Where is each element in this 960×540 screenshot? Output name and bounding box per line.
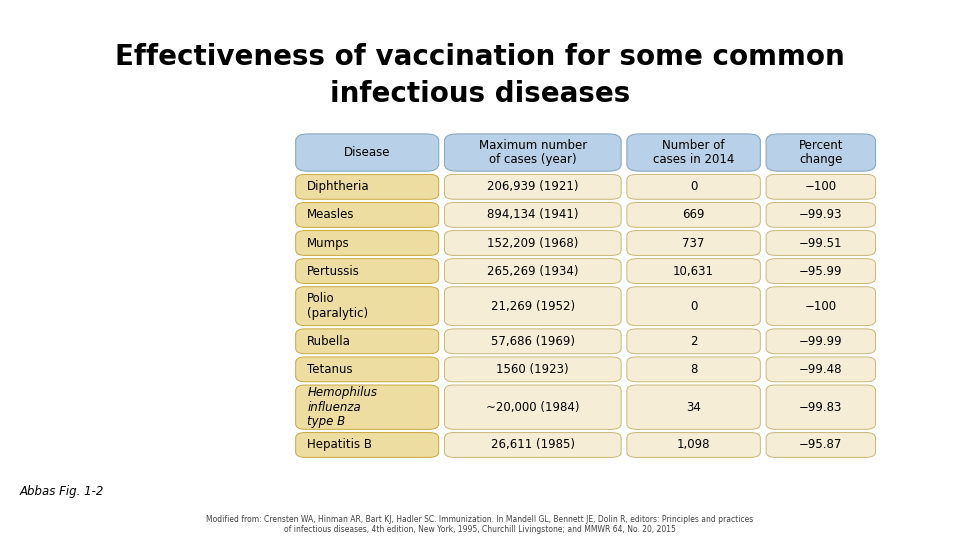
Text: 206,939 (1921): 206,939 (1921) (487, 180, 579, 193)
Text: Number of
cases in 2014: Number of cases in 2014 (653, 139, 734, 166)
FancyBboxPatch shape (766, 357, 876, 382)
Text: −100: −100 (804, 300, 837, 313)
FancyBboxPatch shape (627, 259, 760, 284)
Text: ~20,000 (1984): ~20,000 (1984) (486, 401, 580, 414)
Text: 34: 34 (686, 401, 701, 414)
Text: Diphtheria: Diphtheria (307, 180, 370, 193)
FancyBboxPatch shape (766, 287, 876, 326)
Text: Maximum number
of cases (year): Maximum number of cases (year) (479, 139, 587, 166)
FancyBboxPatch shape (444, 259, 621, 284)
Text: Hemophilus
influenza
type B: Hemophilus influenza type B (307, 386, 377, 428)
Text: −100: −100 (804, 180, 837, 193)
Text: Disease: Disease (344, 146, 391, 159)
Text: −95.99: −95.99 (799, 265, 843, 278)
FancyBboxPatch shape (766, 134, 876, 171)
FancyBboxPatch shape (766, 259, 876, 284)
FancyBboxPatch shape (766, 231, 876, 255)
FancyBboxPatch shape (296, 231, 439, 255)
FancyBboxPatch shape (627, 231, 760, 255)
Text: Effectiveness of vaccination for some common: Effectiveness of vaccination for some co… (115, 43, 845, 71)
FancyBboxPatch shape (296, 329, 439, 354)
Text: 1560 (1923): 1560 (1923) (496, 363, 569, 376)
FancyBboxPatch shape (444, 202, 621, 227)
Text: 0: 0 (690, 180, 697, 193)
FancyBboxPatch shape (444, 385, 621, 429)
FancyBboxPatch shape (296, 287, 439, 326)
Text: Mumps: Mumps (307, 237, 350, 249)
FancyBboxPatch shape (296, 433, 439, 457)
FancyBboxPatch shape (766, 329, 876, 354)
FancyBboxPatch shape (296, 134, 439, 171)
Text: 737: 737 (683, 237, 705, 249)
Text: −99.48: −99.48 (799, 363, 843, 376)
Text: 669: 669 (683, 208, 705, 221)
FancyBboxPatch shape (296, 259, 439, 284)
FancyBboxPatch shape (627, 433, 760, 457)
Text: 21,269 (1952): 21,269 (1952) (491, 300, 575, 313)
FancyBboxPatch shape (296, 357, 439, 382)
Text: −99.93: −99.93 (799, 208, 843, 221)
Text: 265,269 (1934): 265,269 (1934) (487, 265, 579, 278)
Text: 1,098: 1,098 (677, 438, 710, 451)
Text: −99.99: −99.99 (799, 335, 843, 348)
Text: Modified from: Crensten WA, Hinman AR, Bart KJ, Hadler SC. Immunization. In Mand: Modified from: Crensten WA, Hinman AR, B… (206, 515, 754, 524)
FancyBboxPatch shape (627, 385, 760, 429)
Text: infectious diseases: infectious diseases (330, 80, 630, 109)
Text: Hepatitis B: Hepatitis B (307, 438, 372, 451)
FancyBboxPatch shape (627, 174, 760, 199)
FancyBboxPatch shape (627, 357, 760, 382)
Text: Pertussis: Pertussis (307, 265, 360, 278)
FancyBboxPatch shape (444, 174, 621, 199)
Text: of infectious diseases, 4th edition, New York, 1995, Churchill Livingstone; and : of infectious diseases, 4th edition, New… (284, 525, 676, 534)
Text: 152,209 (1968): 152,209 (1968) (487, 237, 579, 249)
FancyBboxPatch shape (444, 134, 621, 171)
Text: −99.51: −99.51 (799, 237, 843, 249)
Text: Percent
change: Percent change (799, 139, 843, 166)
FancyBboxPatch shape (296, 202, 439, 227)
FancyBboxPatch shape (444, 433, 621, 457)
Text: Tetanus: Tetanus (307, 363, 353, 376)
FancyBboxPatch shape (296, 385, 439, 429)
Text: 10,631: 10,631 (673, 265, 714, 278)
FancyBboxPatch shape (627, 287, 760, 326)
FancyBboxPatch shape (296, 174, 439, 199)
Text: 8: 8 (690, 363, 697, 376)
Text: 2: 2 (690, 335, 697, 348)
Text: −95.87: −95.87 (799, 438, 843, 451)
Text: Abbas Fig. 1-2: Abbas Fig. 1-2 (19, 485, 104, 498)
FancyBboxPatch shape (627, 329, 760, 354)
FancyBboxPatch shape (766, 202, 876, 227)
Text: 26,611 (1985): 26,611 (1985) (491, 438, 575, 451)
Text: 57,686 (1969): 57,686 (1969) (491, 335, 575, 348)
FancyBboxPatch shape (444, 287, 621, 326)
FancyBboxPatch shape (444, 231, 621, 255)
FancyBboxPatch shape (766, 174, 876, 199)
Text: 0: 0 (690, 300, 697, 313)
FancyBboxPatch shape (444, 357, 621, 382)
FancyBboxPatch shape (766, 385, 876, 429)
Text: Measles: Measles (307, 208, 354, 221)
FancyBboxPatch shape (766, 433, 876, 457)
Text: 894,134 (1941): 894,134 (1941) (487, 208, 579, 221)
FancyBboxPatch shape (627, 202, 760, 227)
Text: Rubella: Rubella (307, 335, 351, 348)
Text: Polio
(paralytic): Polio (paralytic) (307, 293, 369, 320)
FancyBboxPatch shape (627, 134, 760, 171)
FancyBboxPatch shape (444, 329, 621, 354)
Text: −99.83: −99.83 (799, 401, 843, 414)
